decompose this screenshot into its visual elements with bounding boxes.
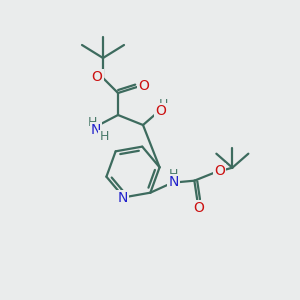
- Text: N: N: [118, 191, 128, 206]
- Text: O: O: [139, 79, 149, 93]
- Text: H: H: [87, 116, 97, 130]
- Text: H: H: [158, 98, 168, 112]
- Text: N: N: [91, 123, 101, 137]
- Text: H: H: [99, 130, 109, 143]
- Text: H: H: [169, 168, 178, 181]
- Text: N: N: [168, 175, 178, 189]
- Text: O: O: [214, 164, 225, 178]
- Text: O: O: [156, 104, 167, 118]
- Text: O: O: [92, 70, 102, 84]
- Text: O: O: [193, 201, 204, 215]
